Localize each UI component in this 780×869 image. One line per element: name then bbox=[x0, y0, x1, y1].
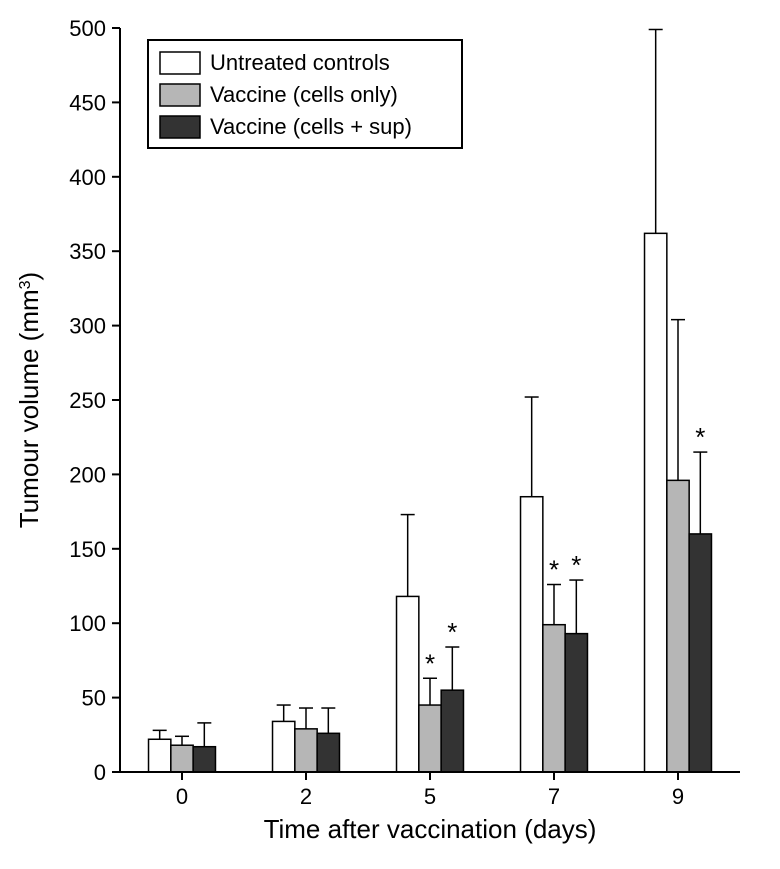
y-tick-label: 500 bbox=[69, 16, 106, 41]
x-tick-label: 0 bbox=[176, 784, 188, 809]
x-tick-label: 2 bbox=[300, 784, 312, 809]
significance-star: * bbox=[447, 617, 457, 647]
y-tick-label: 450 bbox=[69, 90, 106, 115]
x-axis-title: Time after vaccination (days) bbox=[264, 814, 597, 844]
bar-cells_only-5 bbox=[419, 705, 441, 772]
y-tick-label: 0 bbox=[94, 760, 106, 785]
y-tick-label: 250 bbox=[69, 388, 106, 413]
x-tick-label: 7 bbox=[548, 784, 560, 809]
bar-untreated-5 bbox=[397, 596, 419, 772]
bar-cells_only-0 bbox=[171, 745, 193, 772]
bar-cells_only-7 bbox=[543, 625, 565, 772]
y-tick-label: 300 bbox=[69, 314, 106, 339]
y-axis-title: Tumour volume (mm3) bbox=[14, 272, 44, 528]
bar-cells_only-9 bbox=[667, 480, 689, 772]
significance-star: * bbox=[571, 550, 581, 580]
bar-cells_sup-0 bbox=[193, 747, 215, 772]
y-tick-label: 50 bbox=[82, 686, 106, 711]
y-tick-label: 350 bbox=[69, 239, 106, 264]
x-tick-label: 9 bbox=[672, 784, 684, 809]
legend: Untreated controls Vaccine (cells only) Va… bbox=[148, 40, 462, 148]
legend-label: Vaccine (cells + sup) bbox=[210, 114, 412, 139]
bar-cells_sup-9 bbox=[689, 534, 711, 772]
bar-untreated-0 bbox=[149, 739, 171, 772]
y-tick-label: 400 bbox=[69, 165, 106, 190]
bar-cells_sup-2 bbox=[317, 733, 339, 772]
significance-star: * bbox=[425, 648, 435, 678]
bar-cells_sup-5 bbox=[441, 690, 463, 772]
bar-cells_sup-7 bbox=[565, 634, 587, 772]
legend-swatch-untreated bbox=[160, 52, 200, 74]
significance-star: * bbox=[695, 422, 705, 452]
legend-swatch-cells_sup bbox=[160, 116, 200, 138]
legend-swatch-cells_only bbox=[160, 84, 200, 106]
significance-star: * bbox=[549, 555, 559, 585]
bar-cells_only-2 bbox=[295, 729, 317, 772]
y-tick-label: 150 bbox=[69, 537, 106, 562]
bar-untreated-9 bbox=[645, 233, 667, 772]
y-tick-label: 200 bbox=[69, 462, 106, 487]
y-tick-label: 100 bbox=[69, 611, 106, 636]
bar-untreated-2 bbox=[273, 721, 295, 772]
legend-label: Untreated controls bbox=[210, 50, 390, 75]
bar-untreated-7 bbox=[521, 497, 543, 772]
x-tick-label: 5 bbox=[424, 784, 436, 809]
legend-label: Vaccine (cells only) bbox=[210, 82, 398, 107]
